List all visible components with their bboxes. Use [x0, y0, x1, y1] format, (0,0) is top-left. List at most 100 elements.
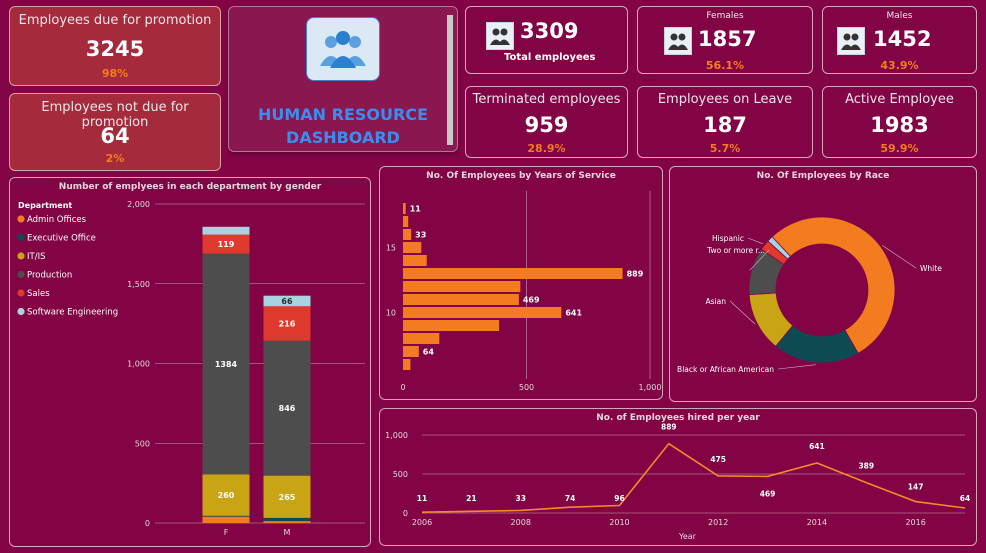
- data-label: 469: [760, 489, 776, 498]
- y-tick-label: 500: [393, 470, 408, 479]
- kpi-terminated: Terminated employees 959 28.9%: [465, 86, 628, 158]
- kpi-active: Active Employee 1983 59.9%: [822, 86, 977, 158]
- bar-segment: [202, 474, 250, 516]
- chart-title: No. of Employees hired per year: [596, 413, 760, 423]
- dashboard-title-line1: HUMAN RESOURCE: [257, 105, 428, 124]
- data-label: 469: [523, 296, 540, 305]
- slice-label: Hispanic: [712, 234, 744, 243]
- x-tick-label: 2016: [905, 518, 925, 527]
- bar-segment: [202, 516, 250, 523]
- kpi-label: Terminated employees: [472, 92, 621, 107]
- data-label: 74: [565, 494, 575, 503]
- legend-label: Admin Offices: [27, 215, 87, 225]
- legend-marker: [17, 307, 25, 316]
- race-chart-svg: White Black or African American Asian Two o…: [677, 216, 942, 374]
- kpi-value: 3309: [520, 19, 579, 43]
- y-tick-label: 1,000: [127, 360, 150, 369]
- kpi-value: 64: [100, 124, 130, 148]
- data-label: 846: [279, 404, 296, 413]
- y-tick-label: 10: [386, 309, 396, 318]
- x-tick-label: M: [284, 528, 291, 537]
- kpi-females: Females 1857 56.1%: [637, 6, 813, 74]
- y-tick-label: 1,000: [385, 431, 408, 440]
- kpi-label: Employees not due for promotion: [41, 100, 189, 130]
- slice-label: White: [920, 264, 942, 273]
- people-icon: [837, 27, 865, 55]
- bar: [403, 242, 422, 253]
- kpi-label: Active Employee: [845, 92, 954, 107]
- bar: [403, 203, 406, 214]
- data-label: 260: [218, 491, 235, 500]
- kpi-percent: 56.1%: [705, 59, 745, 72]
- pie-slice: [771, 216, 896, 354]
- x-tick-label: 1,000: [639, 383, 662, 392]
- x-tick-label: 2006: [412, 518, 432, 527]
- x-tick-label: 2008: [511, 518, 531, 527]
- data-label: 889: [661, 423, 677, 432]
- people-icon: [664, 27, 692, 55]
- y-tick-label: 2,000: [127, 200, 150, 209]
- x-tick-label: 0: [400, 383, 405, 392]
- data-label: 66: [281, 297, 293, 306]
- data-label: 11: [410, 205, 422, 214]
- kpi-label: Females: [706, 11, 744, 21]
- years-of-service-chart: No. Of Employees by Years of Service 0 50…: [379, 166, 663, 400]
- bar: [403, 359, 411, 370]
- data-label: 33: [516, 494, 526, 503]
- legend-label: IT/IS: [27, 252, 45, 262]
- y-tick-label: 500: [135, 439, 150, 448]
- bar: [403, 307, 562, 318]
- legend-marker: [17, 270, 25, 279]
- hired-chart-svg: 0 500 1,000 2006 2008 2010 2012 2014 2016 Year 11 2…: [385, 423, 970, 541]
- race-chart: No. Of Employees by Race White Black or A…: [669, 166, 977, 402]
- data-label: 265: [279, 493, 296, 502]
- data-label: 641: [809, 442, 825, 451]
- bar-segment: [263, 340, 311, 476]
- data-label: 64: [423, 348, 435, 357]
- kpi-value: 187: [703, 113, 747, 137]
- kpi-on-leave: Employees on Leave 187 5.7%: [637, 86, 813, 158]
- y-tick-label: 0: [403, 509, 408, 518]
- slice-label: Asian: [706, 297, 727, 306]
- chart-title: Number of emplyees in each department by…: [58, 182, 322, 192]
- x-tick-label: 500: [519, 383, 534, 392]
- kpi-males: Males 1452 43.9%: [822, 6, 977, 74]
- legend-label: Software Engineering: [27, 308, 118, 318]
- leader-line: [777, 364, 816, 370]
- dashboard-title-line2: DASHBOARD: [286, 128, 400, 147]
- series-line: [421, 442, 966, 513]
- kpi-label: Employees on Leave: [657, 92, 793, 107]
- bar: [403, 229, 412, 240]
- y-tick-label: 1,500: [127, 280, 150, 289]
- scrollbar[interactable]: [447, 15, 453, 145]
- kpi-value: 1452: [873, 27, 932, 51]
- kpi-label: Employees due for promotion: [18, 13, 212, 28]
- data-label: 96: [614, 494, 624, 503]
- kpi-percent: 98%: [101, 67, 129, 80]
- x-tick-label: 2014: [807, 518, 827, 527]
- legend-label: Executive Office: [27, 234, 96, 244]
- bar-segment: [202, 515, 250, 517]
- data-label: 21: [466, 494, 476, 503]
- chart-title: No. Of Employees by Race: [756, 171, 890, 181]
- bar: [403, 333, 440, 344]
- bar-segment: [263, 517, 311, 522]
- data-label: 119: [218, 240, 235, 249]
- bar-segment: [202, 226, 250, 235]
- slice-label: Two or more r...: [706, 246, 765, 255]
- x-axis-title: Year: [678, 532, 697, 541]
- data-label: 1384: [215, 360, 238, 369]
- legend-title: Department: [18, 201, 72, 210]
- kpi-value: 3245: [85, 37, 145, 61]
- data-label: 147: [908, 483, 924, 492]
- kpi-promotion-not-due: Employees not due for promotion 64 2%: [9, 93, 221, 171]
- kpi-value: 959: [524, 113, 569, 137]
- people-icon: [486, 22, 514, 50]
- data-label: 889: [627, 270, 644, 279]
- data-label: 216: [279, 319, 296, 328]
- hired-per-year-chart: No. of Employees hired per year 0 500 1,00…: [379, 408, 977, 546]
- dept-chart-svg: 0 500 1,000 1,500 2,000 F M 260 265 1384 846 119 216…: [17, 200, 365, 537]
- bar-segment: [263, 521, 311, 523]
- slice-label: Black or African American: [677, 365, 774, 374]
- bar-segment: [263, 475, 311, 518]
